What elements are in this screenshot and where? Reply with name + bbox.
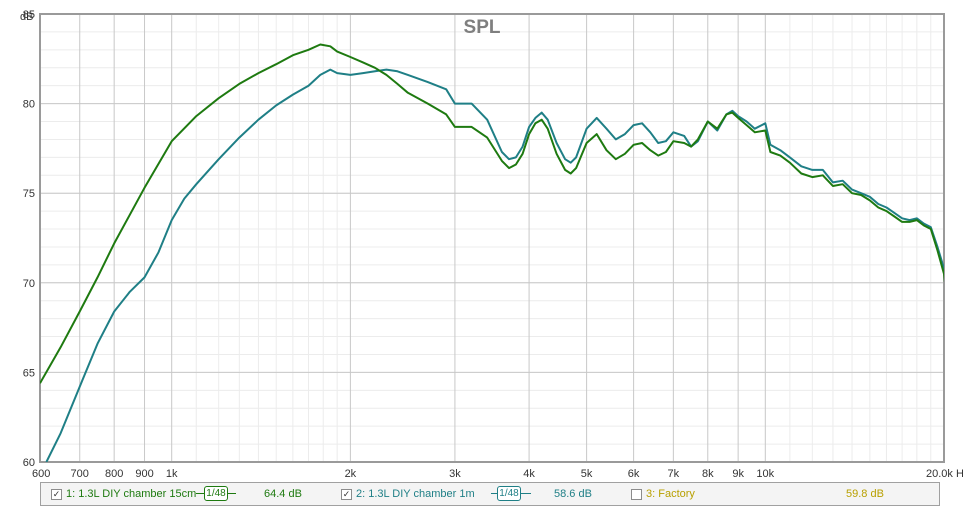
x-tick-label: 7k (668, 468, 680, 480)
legend: ✓ 1: 1.3L DIY chamber 15cm 1/48 64.4 dB … (40, 482, 940, 506)
x-tick-label: 900 (135, 468, 153, 480)
checkmark-icon: ✓ (342, 488, 351, 499)
smoothing-label-series-2: 1/48 (499, 488, 519, 499)
x-tick-label: 9k (732, 468, 744, 480)
y-tick-label: 60 (23, 457, 35, 469)
smoothing-label-series-1: 1/48 (206, 488, 226, 499)
x-tick-label: 600 (32, 468, 50, 480)
checkbox-series-2[interactable]: ✓ (341, 488, 352, 500)
level-series-1: 64.4 dB (264, 488, 302, 500)
legend-label-series-2: 2: 1.3L DIY chamber 1m (356, 488, 475, 500)
y-tick-label: 85 (23, 9, 35, 21)
chart-title: SPL (464, 17, 501, 38)
smoothing-button-series-1[interactable]: 1/48 (204, 486, 228, 501)
x-tick-label: 700 (71, 468, 89, 480)
y-tick-label: 80 (23, 99, 35, 111)
legend-label-series-1: 1: 1.3L DIY chamber 15cm (66, 488, 197, 500)
series-layer (40, 43, 944, 462)
x-tick-label: 1k (166, 468, 178, 480)
series-line-1 (40, 43, 944, 384)
x-tick-label: 10k (756, 468, 774, 480)
x-tick-label: 6k (628, 468, 640, 480)
legend-item-series-3[interactable]: 3: Factory (631, 483, 695, 505)
checkbox-series-3[interactable] (631, 488, 642, 500)
y-tick-label: 65 (23, 367, 35, 379)
y-axis-ticks: 60 65 70 75 80 85 (23, 9, 35, 469)
smoothing-button-series-2[interactable]: 1/48 (497, 486, 521, 501)
checkmark-icon: ✓ (52, 488, 61, 499)
x-tick-label: 800 (105, 468, 123, 480)
x-tick-label: 5k (581, 468, 593, 480)
checkbox-series-1[interactable]: ✓ (51, 488, 62, 500)
x-tick-label: 8k (702, 468, 714, 480)
level-series-2: 58.6 dB (554, 488, 592, 500)
x-tick-label: 20.0k Hz (926, 468, 963, 480)
y-axis-label: dB (20, 11, 33, 23)
x-tick-label: 3k (449, 468, 461, 480)
x-tick-label: 2k (345, 468, 357, 480)
legend-item-series-2[interactable]: ✓ 2: 1.3L DIY chamber 1m (341, 483, 475, 505)
series-line-2 (45, 68, 944, 462)
level-series-3: 59.8 dB (846, 488, 884, 500)
legend-label-series-3: 3: Factory (646, 488, 695, 500)
legend-item-series-1[interactable]: ✓ 1: 1.3L DIY chamber 15cm (51, 483, 196, 505)
plot-frame (39, 13, 945, 463)
spl-chart: SPL 60 65 70 75 80 85 dB 600 700 800 900 1k 2k 3k 4k… (20, 9, 963, 480)
y-tick-label: 75 (23, 188, 35, 200)
y-tick-label: 70 (23, 278, 35, 290)
x-tick-label: 4k (523, 468, 535, 480)
x-axis-ticks: 600 700 800 900 1k 2k 3k 4k 5k 6k 7k 8k 9k 10k 20.0k H… (32, 468, 963, 480)
chart-grid (39, 13, 945, 463)
